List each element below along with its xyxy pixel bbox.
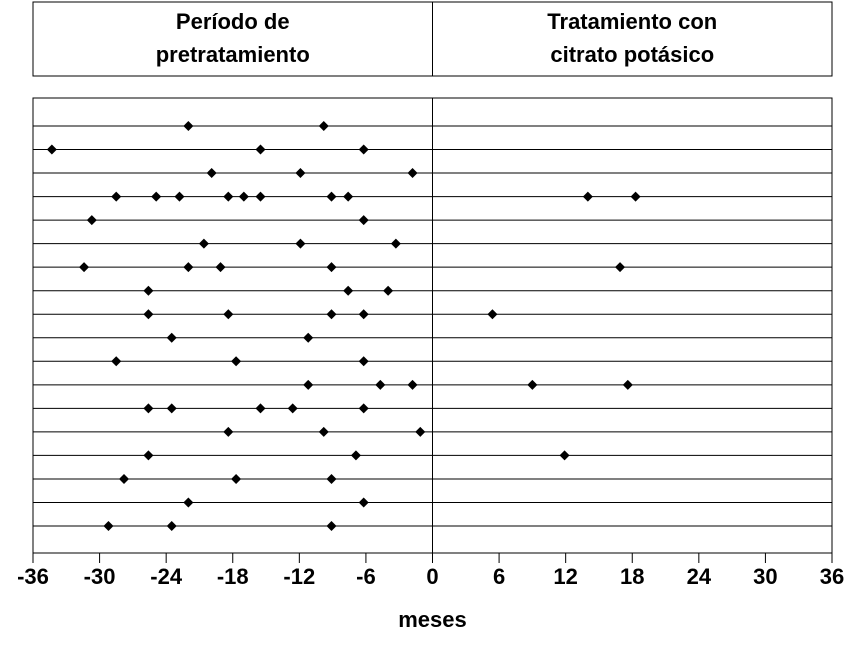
- point: [86, 215, 97, 226]
- point: [295, 238, 306, 249]
- point: [166, 403, 177, 414]
- x-tick-label: 36: [820, 564, 844, 589]
- point: [318, 121, 329, 131]
- x-tick-label: 30: [753, 564, 777, 589]
- point: [358, 356, 369, 367]
- x-axis-label: meses: [398, 607, 467, 632]
- panel-title: pretratamiento: [156, 42, 310, 67]
- point: [295, 168, 306, 179]
- point: [166, 521, 177, 531]
- point: [287, 403, 298, 414]
- point: [238, 191, 249, 202]
- x-tick-label: -30: [84, 564, 116, 589]
- point: [223, 309, 234, 320]
- x-tick-label: -18: [217, 564, 249, 589]
- point: [358, 144, 369, 155]
- point: [183, 497, 194, 508]
- panel-title: Tratamiento con: [547, 9, 717, 34]
- point: [630, 191, 641, 202]
- point: [151, 191, 162, 202]
- point: [255, 403, 266, 414]
- point: [415, 426, 426, 437]
- point: [118, 473, 129, 484]
- point: [326, 309, 337, 320]
- point: [255, 144, 266, 155]
- x-tick-label: -24: [150, 564, 183, 589]
- point: [198, 238, 209, 249]
- point: [143, 450, 154, 461]
- point: [103, 521, 114, 531]
- point: [111, 191, 122, 202]
- point: [183, 262, 194, 273]
- point: [358, 403, 369, 414]
- x-tick-label: 6: [493, 564, 505, 589]
- point: [223, 426, 234, 437]
- point: [383, 285, 394, 296]
- point: [407, 379, 418, 390]
- point: [358, 309, 369, 320]
- x-tick-label: -6: [356, 564, 376, 589]
- point: [79, 262, 90, 273]
- x-tick-label: 0: [426, 564, 438, 589]
- point: [358, 215, 369, 226]
- x-tick-label: -12: [283, 564, 315, 589]
- point: [375, 379, 386, 390]
- x-tick-label: 12: [553, 564, 577, 589]
- x-tick-label: 18: [620, 564, 644, 589]
- point: [174, 191, 185, 202]
- point: [166, 332, 177, 343]
- point: [183, 121, 194, 131]
- point: [215, 262, 226, 273]
- point: [326, 262, 337, 273]
- x-tick-label: 24: [687, 564, 712, 589]
- point: [46, 144, 57, 155]
- point: [390, 238, 401, 249]
- point: [143, 403, 154, 414]
- point: [223, 191, 234, 202]
- point: [303, 332, 314, 343]
- point: [582, 191, 593, 202]
- point: [326, 473, 337, 484]
- panel-title: citrato potásico: [550, 42, 714, 67]
- point: [527, 379, 538, 390]
- point: [206, 168, 217, 179]
- point: [231, 473, 242, 484]
- point: [326, 521, 337, 531]
- point: [487, 309, 498, 320]
- point: [303, 379, 314, 390]
- point: [343, 285, 354, 296]
- point: [622, 379, 633, 390]
- point: [318, 426, 329, 437]
- point: [350, 450, 361, 461]
- point: [559, 450, 570, 461]
- point: [358, 497, 369, 508]
- point: [143, 285, 154, 296]
- point: [407, 168, 418, 179]
- point: [255, 191, 266, 202]
- point: [615, 262, 626, 273]
- point: [111, 356, 122, 367]
- x-tick-label: -36: [17, 564, 49, 589]
- panel-title: Período de: [176, 9, 290, 34]
- point: [343, 191, 354, 202]
- point: [326, 191, 337, 202]
- point: [231, 356, 242, 367]
- point: [143, 309, 154, 320]
